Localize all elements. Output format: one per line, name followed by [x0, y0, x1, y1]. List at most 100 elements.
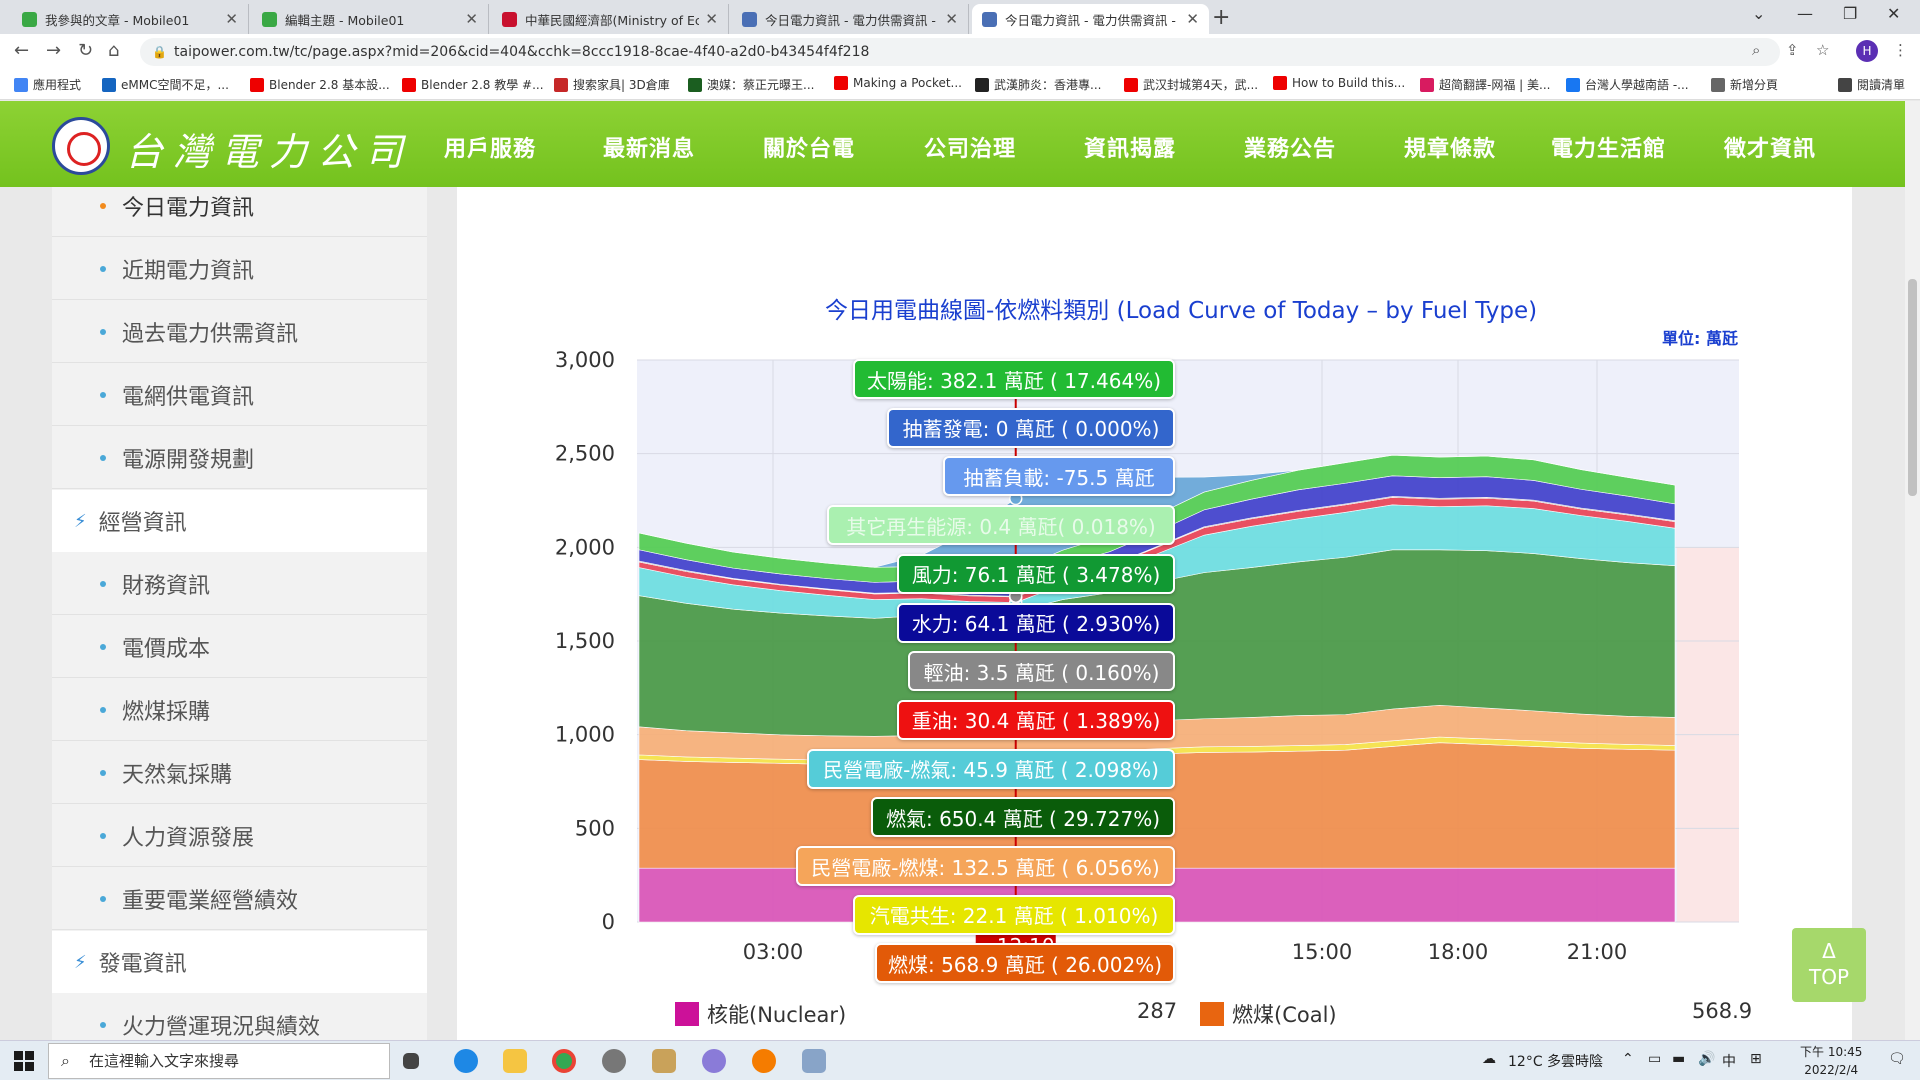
tooltip-entry: 輕油: 3.5 萬瓩 ( 0.160%) — [908, 651, 1175, 692]
chrome-icon[interactable] — [552, 1049, 576, 1073]
bookmark-item[interactable]: 搜索家具| 3D倉庫 — [554, 76, 670, 93]
legend-item[interactable]: 核能(Nuclear) — [675, 999, 846, 1029]
sidebar-item[interactable]: 人力資源發展 — [52, 805, 427, 867]
page-scrollbar[interactable] — [1905, 101, 1920, 1040]
scrollbar-thumb[interactable] — [1908, 279, 1917, 496]
minimize-button[interactable]: — — [1797, 4, 1813, 23]
blender-icon[interactable] — [752, 1049, 776, 1073]
tooltip-entry: 風力: 76.1 萬瓩 ( 3.478%) — [897, 553, 1175, 594]
app-icon-2[interactable] — [652, 1049, 676, 1073]
nav-menu-item[interactable]: 公司治理 — [924, 137, 1017, 162]
taipower-logo-icon[interactable] — [52, 117, 110, 175]
maximize-button[interactable]: ❐ — [1843, 4, 1858, 23]
taskbar-search-input[interactable]: ⌕ 在這裡輸入文字來搜尋 — [48, 1043, 390, 1079]
file-explorer-icon[interactable] — [503, 1049, 527, 1073]
sidebar-item[interactable]: 天然氣採購 — [52, 742, 427, 804]
url-field[interactable]: 🔒 taipower.com.tw/tc/page.aspx?mid=206&c… — [140, 38, 1780, 66]
nav-menu-item[interactable]: 最新消息 — [603, 137, 696, 162]
y-tick-label: 2,000 — [555, 535, 615, 559]
menu-kebab-icon[interactable]: ⋮ — [1893, 41, 1908, 59]
nav-menu-item[interactable]: 電力生活館 — [1551, 137, 1667, 162]
tab-label: 編輯主題 - Mobile01 — [285, 12, 405, 28]
task-view-icon[interactable] — [403, 1053, 419, 1069]
bookmark-item[interactable]: 應用程式 — [14, 76, 81, 93]
app-icon-3[interactable] — [702, 1049, 726, 1073]
sidebar-item[interactable]: 燃煤採購 — [52, 679, 427, 741]
bookmark-item[interactable]: 台灣人學越南語 -... — [1566, 76, 1689, 93]
home-icon[interactable]: ⌂ — [108, 40, 120, 61]
sidebar-item-label: 電網供電資訊 — [122, 384, 255, 410]
bookmark-item[interactable]: 超简翻譯-网福 | 美... — [1420, 76, 1550, 93]
back-to-top-button[interactable]: Δ TOP — [1792, 928, 1866, 1002]
nav-menu-item[interactable]: 徵才資訊 — [1724, 137, 1817, 162]
bookmark-item[interactable]: eMMC空間不足，... — [102, 76, 229, 93]
bookmark-label: 應用程式 — [33, 78, 82, 92]
browser-tab[interactable]: 今日電力資訊 - 電力供需資訊 - 資 ✕ — [972, 4, 1209, 34]
app-icon-4[interactable] — [802, 1049, 826, 1073]
forward-icon[interactable]: → — [46, 40, 62, 61]
volume-icon[interactable]: 🔊 — [1698, 1051, 1716, 1067]
sidebar-section-label: 發電資訊 — [98, 952, 187, 977]
back-icon[interactable]: ← — [14, 40, 30, 61]
bookmark-item[interactable]: Making a Pocket... — [834, 76, 962, 90]
share-icon[interactable]: ⇪ — [1786, 41, 1799, 59]
bookmark-item[interactable]: 閱讀清單 — [1838, 76, 1905, 93]
browser-tab[interactable]: 我參與的文章 - Mobile01 ✕ — [12, 4, 249, 34]
bookmark-item[interactable]: Blender 2.8 教學 #... — [402, 76, 544, 93]
nav-menu-item[interactable]: 規章條款 — [1404, 137, 1497, 162]
reload-icon[interactable]: ↻ — [78, 40, 94, 61]
browser-tab[interactable]: 編輯主題 - Mobile01 ✕ — [252, 4, 489, 34]
edge-browser-icon[interactable] — [454, 1049, 478, 1073]
keyboard-icon[interactable]: ⊞ — [1750, 1051, 1762, 1067]
profile-avatar[interactable]: H — [1856, 40, 1878, 62]
bookmark-item[interactable]: 澳媒：蔡正元曝王... — [688, 76, 814, 93]
sidebar-item[interactable]: 電源開發規劃 — [52, 427, 427, 489]
new-tab-button[interactable]: + — [1212, 5, 1231, 30]
network-icon[interactable]: ▭ — [1648, 1051, 1662, 1067]
tab-close-icon[interactable]: ✕ — [945, 10, 958, 28]
weather-icon[interactable]: ☁ — [1482, 1051, 1496, 1067]
battery-icon[interactable]: ▬ — [1672, 1051, 1686, 1067]
tab-close-icon[interactable]: ✕ — [225, 10, 238, 28]
bookmark-item[interactable]: Blender 2.8 基本設... — [250, 76, 390, 93]
bookmark-item[interactable]: 新增分頁 — [1711, 76, 1778, 93]
sidebar-item[interactable]: 重要電業經營績效 — [52, 868, 427, 930]
sidebar-item[interactable]: 電網供電資訊 — [52, 364, 427, 426]
site-logo-text[interactable]: 台灣電力公司 — [125, 130, 414, 174]
bookmark-item[interactable]: How to Build this... — [1273, 76, 1405, 90]
notification-icon[interactable]: 🗨 — [1888, 1051, 1906, 1067]
sidebar-item[interactable]: 電價成本 — [52, 616, 427, 678]
sidebar-item[interactable]: 過去電力供需資訊 — [52, 301, 427, 363]
tray-chevron-icon[interactable]: ⌃ — [1622, 1051, 1634, 1067]
sidebar-item[interactable]: 近期電力資訊 — [52, 238, 427, 300]
bookmark-star-icon[interactable]: ☆ — [1816, 41, 1830, 59]
browser-tab[interactable]: 今日電力資訊 - 電力供需資訊 - 資 ✕ — [732, 4, 969, 34]
bookmark-item[interactable]: 武汉封城第4天，武... — [1124, 76, 1258, 93]
weather-text[interactable]: 12°C 多雲時陰 — [1508, 1054, 1604, 1070]
nav-menu-item[interactable]: 關於台電 — [763, 137, 856, 162]
sidebar-item[interactable]: 財務資訊 — [52, 553, 427, 615]
sidebar-item[interactable]: 火力營運現況與績效 — [52, 994, 427, 1040]
nav-menu-item[interactable]: 資訊揭露 — [1084, 137, 1177, 162]
bookmark-label: 閱讀清單 — [1857, 78, 1906, 92]
tab-close-icon[interactable]: ✕ — [1186, 10, 1199, 28]
nav-menu-item[interactable]: 用戶服務 — [444, 137, 537, 162]
bookmark-item[interactable]: 武漢肺炎：香港專... — [975, 76, 1101, 93]
windows-start-icon[interactable] — [14, 1051, 34, 1071]
legend-item[interactable]: 燃煤(Coal) — [1200, 999, 1337, 1029]
sidebar-item[interactable]: 今日電力資訊 — [52, 187, 427, 237]
tab-search-icon[interactable]: ⌄ — [1752, 4, 1766, 23]
tab-close-icon[interactable]: ✕ — [465, 10, 478, 28]
tab-close-icon[interactable]: ✕ — [705, 10, 718, 28]
zoom-icon[interactable]: ⌕ — [1752, 41, 1761, 59]
lightning-icon: ⚡ — [74, 510, 87, 532]
browser-tab[interactable]: 中華民國經濟部(Ministry of Econ ✕ — [492, 4, 729, 34]
bookmark-favicon-icon — [1273, 76, 1287, 90]
nav-menu-item[interactable]: 業務公告 — [1244, 137, 1337, 162]
close-window-button[interactable]: ✕ — [1887, 4, 1901, 23]
taskbar-clock[interactable]: 下午 10:45 2022/2/4 — [1800, 1043, 1862, 1079]
app-icon-1[interactable] — [602, 1049, 626, 1073]
sidebar-section[interactable]: ⚡ 發電資訊 — [52, 931, 427, 993]
ime-indicator[interactable]: 中 — [1722, 1054, 1736, 1070]
sidebar-section[interactable]: ⚡ 經營資訊 — [52, 490, 427, 552]
